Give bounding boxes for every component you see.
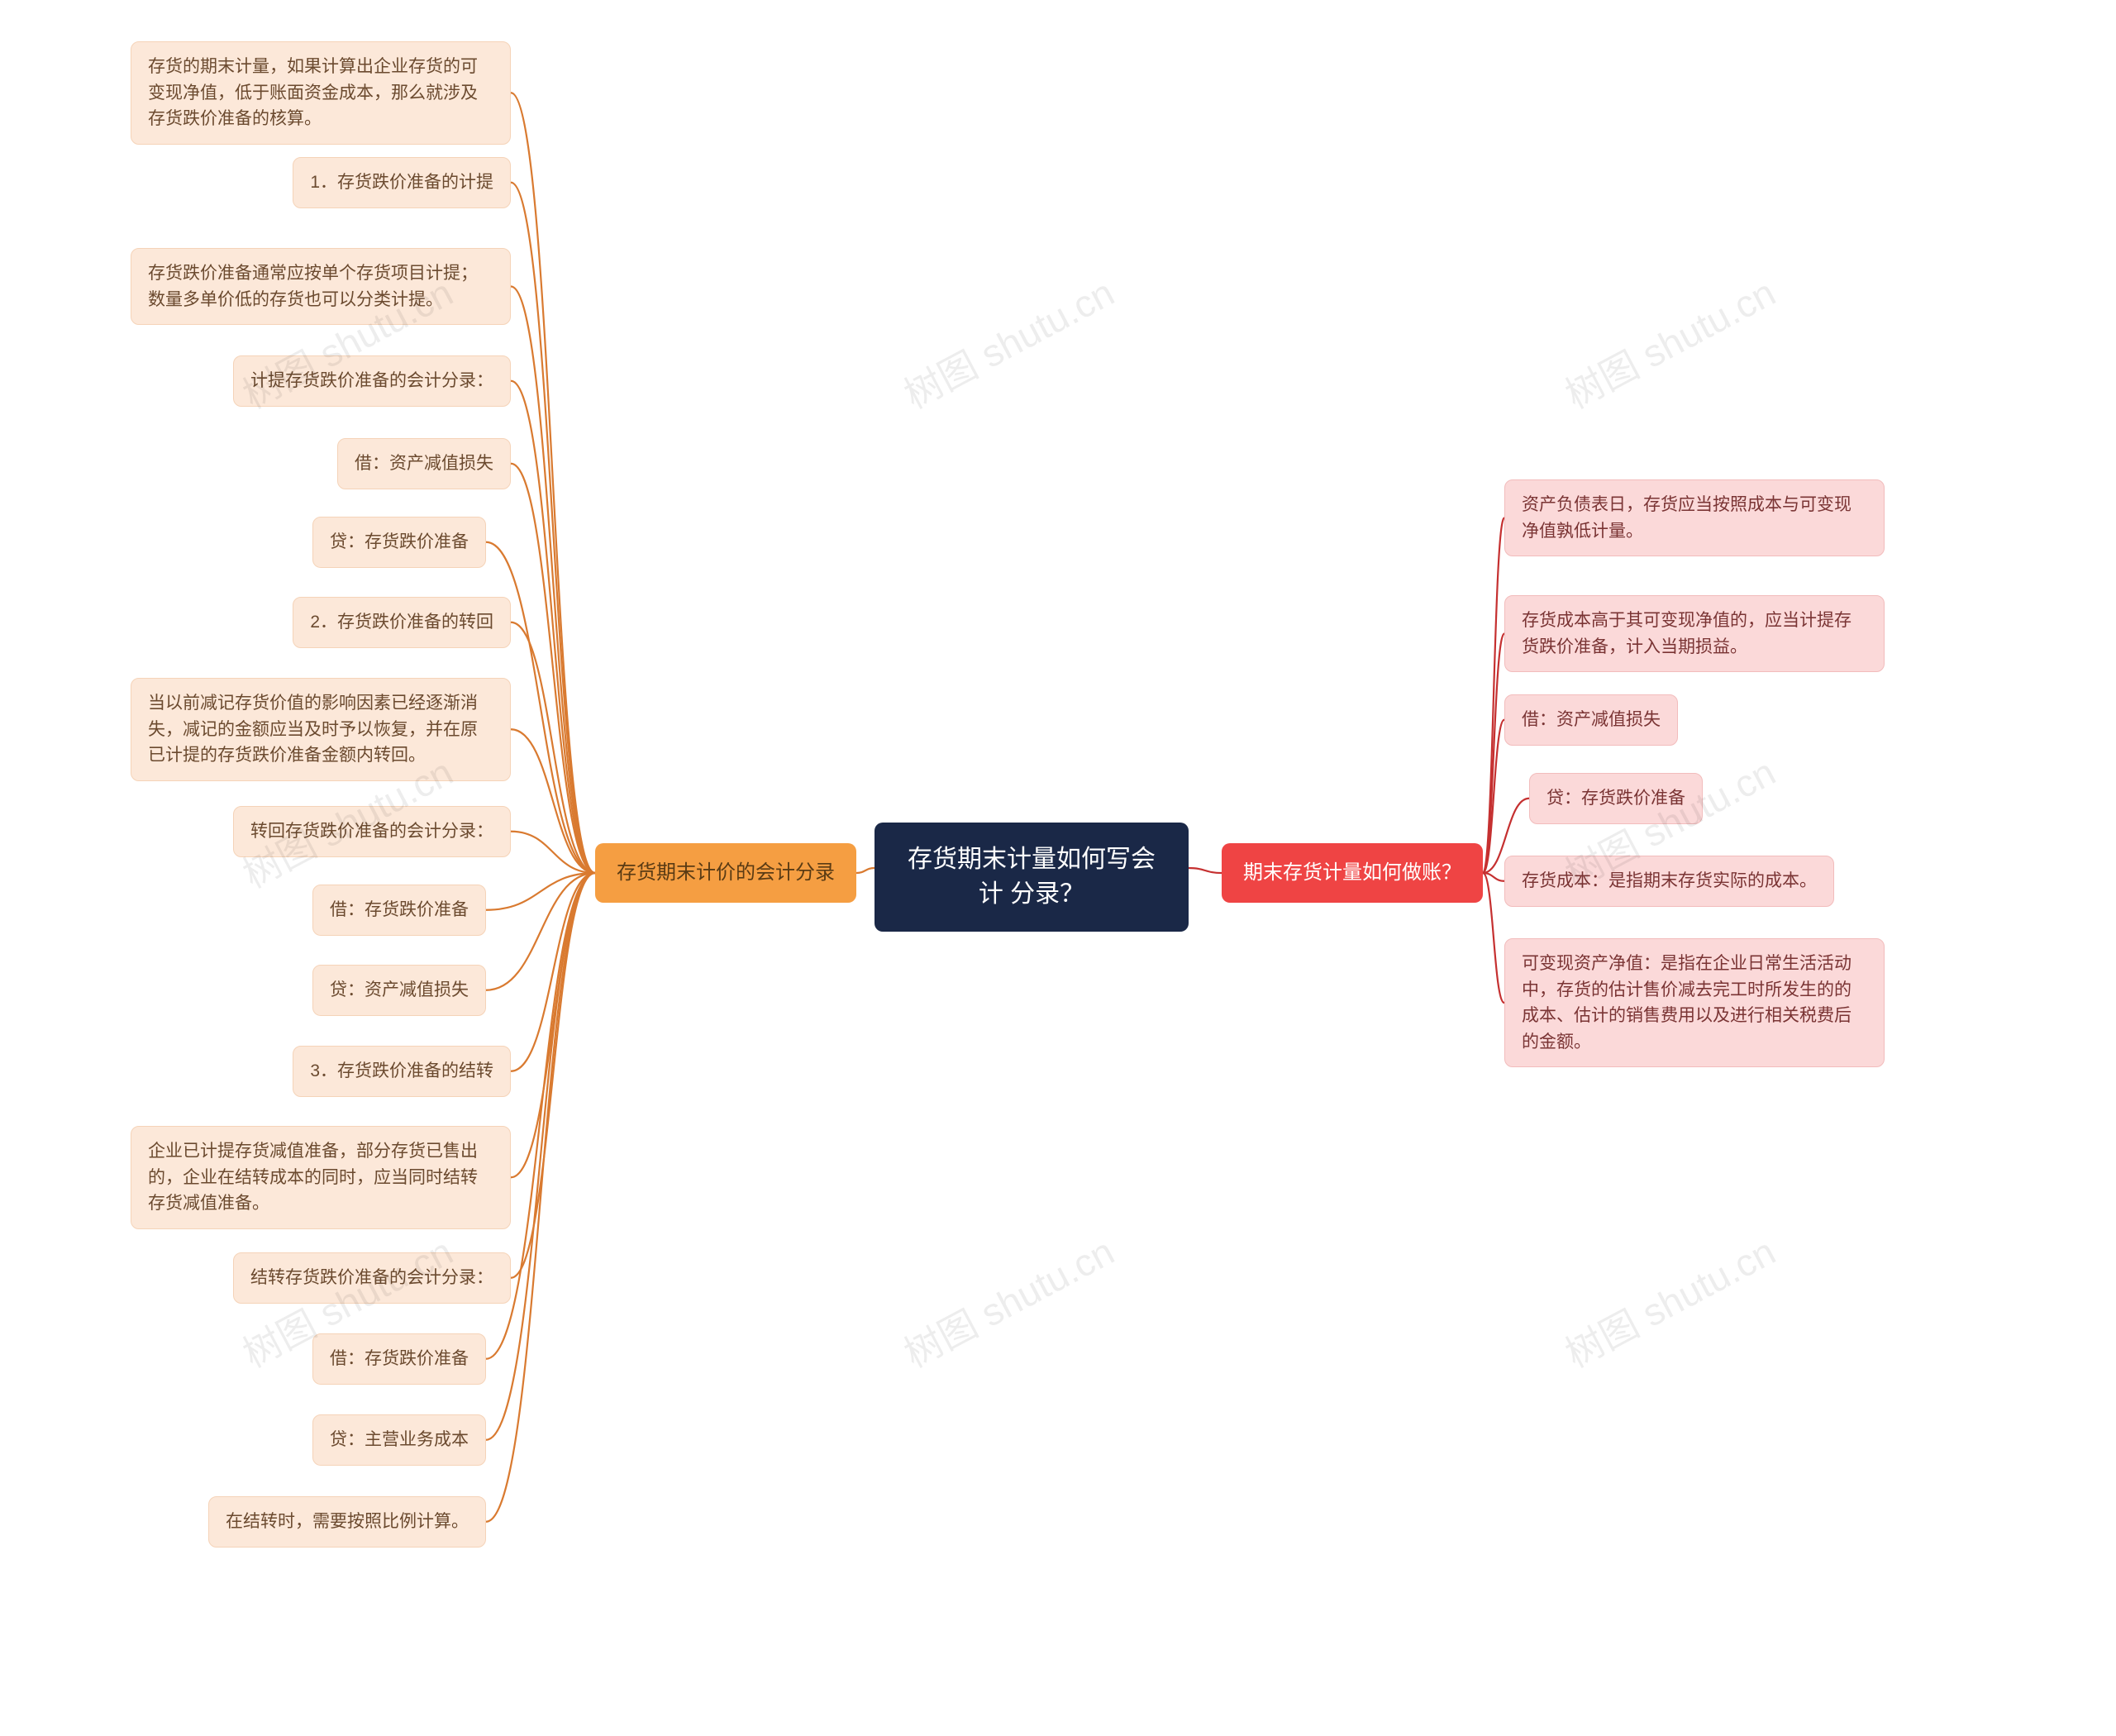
branch-left-text: 存货期末计价的会计分录 [617, 861, 835, 884]
watermark: 树图 shutu.cn [1555, 1222, 1784, 1378]
left-leaf: 3．存货跌价准备的结转 [293, 1046, 511, 1097]
branch-left-node: 存货期末计价的会计分录 [595, 843, 856, 903]
right-leaf: 贷：存货跌价准备 [1529, 773, 1703, 824]
center-node: 存货期末计量如何写会计 分录？ [875, 823, 1189, 932]
right-leaf: 可变现资产净值：是指在企业日常生活活动中，存货的估计售价减去完工时所发生的的成本… [1504, 938, 1885, 1067]
right-leaf: 存货成本高于其可变现净值的，应当计提存货跌价准备，计入当期损益。 [1504, 595, 1885, 672]
left-leaf: 结转存货跌价准备的会计分录： [233, 1252, 511, 1304]
watermark: 树图 shutu.cn [1555, 263, 1784, 419]
left-leaf: 存货跌价准备通常应按单个存货项目计提；数量多单价低的存货也可以分类计提。 [131, 248, 511, 325]
left-leaf: 1．存货跌价准备的计提 [293, 157, 511, 208]
right-leaf: 借：资产减值损失 [1504, 694, 1678, 746]
left-leaf: 借：存货跌价准备 [312, 1333, 486, 1385]
right-leaf: 存货成本：是指期末存货实际的成本。 [1504, 856, 1834, 907]
left-leaf: 当以前减记存货价值的影响因素已经逐渐消失，减记的金额应当及时予以恢复，并在原已计… [131, 678, 511, 781]
left-leaf: 转回存货跌价准备的会计分录： [233, 806, 511, 857]
center-text: 存货期末计量如何写会计 分录？ [908, 846, 1156, 908]
left-leaf: 存货的期末计量，如果计算出企业存货的可变现净值，低于账面资金成本，那么就涉及存货… [131, 41, 511, 145]
watermark: 树图 shutu.cn [894, 1222, 1122, 1378]
branch-right-text: 期末存货计量如何做账？ [1243, 861, 1461, 884]
left-leaf: 借：资产减值损失 [337, 438, 511, 489]
watermark: 树图 shutu.cn [894, 263, 1122, 419]
left-leaf: 在结转时，需要按照比例计算。 [208, 1496, 486, 1548]
left-leaf: 贷：主营业务成本 [312, 1414, 486, 1466]
left-leaf: 借：存货跌价准备 [312, 885, 486, 936]
left-leaf: 计提存货跌价准备的会计分录： [233, 355, 511, 407]
right-leaf: 资产负债表日，存货应当按照成本与可变现净值孰低计量。 [1504, 479, 1885, 556]
left-leaf: 2．存货跌价准备的转回 [293, 597, 511, 648]
left-leaf: 贷：资产减值损失 [312, 965, 486, 1016]
branch-right-node: 期末存货计量如何做账？ [1222, 843, 1483, 903]
left-leaf: 贷：存货跌价准备 [312, 517, 486, 568]
left-leaf: 企业已计提存货减值准备，部分存货已售出的，企业在结转成本的同时，应当同时结转存货… [131, 1126, 511, 1229]
